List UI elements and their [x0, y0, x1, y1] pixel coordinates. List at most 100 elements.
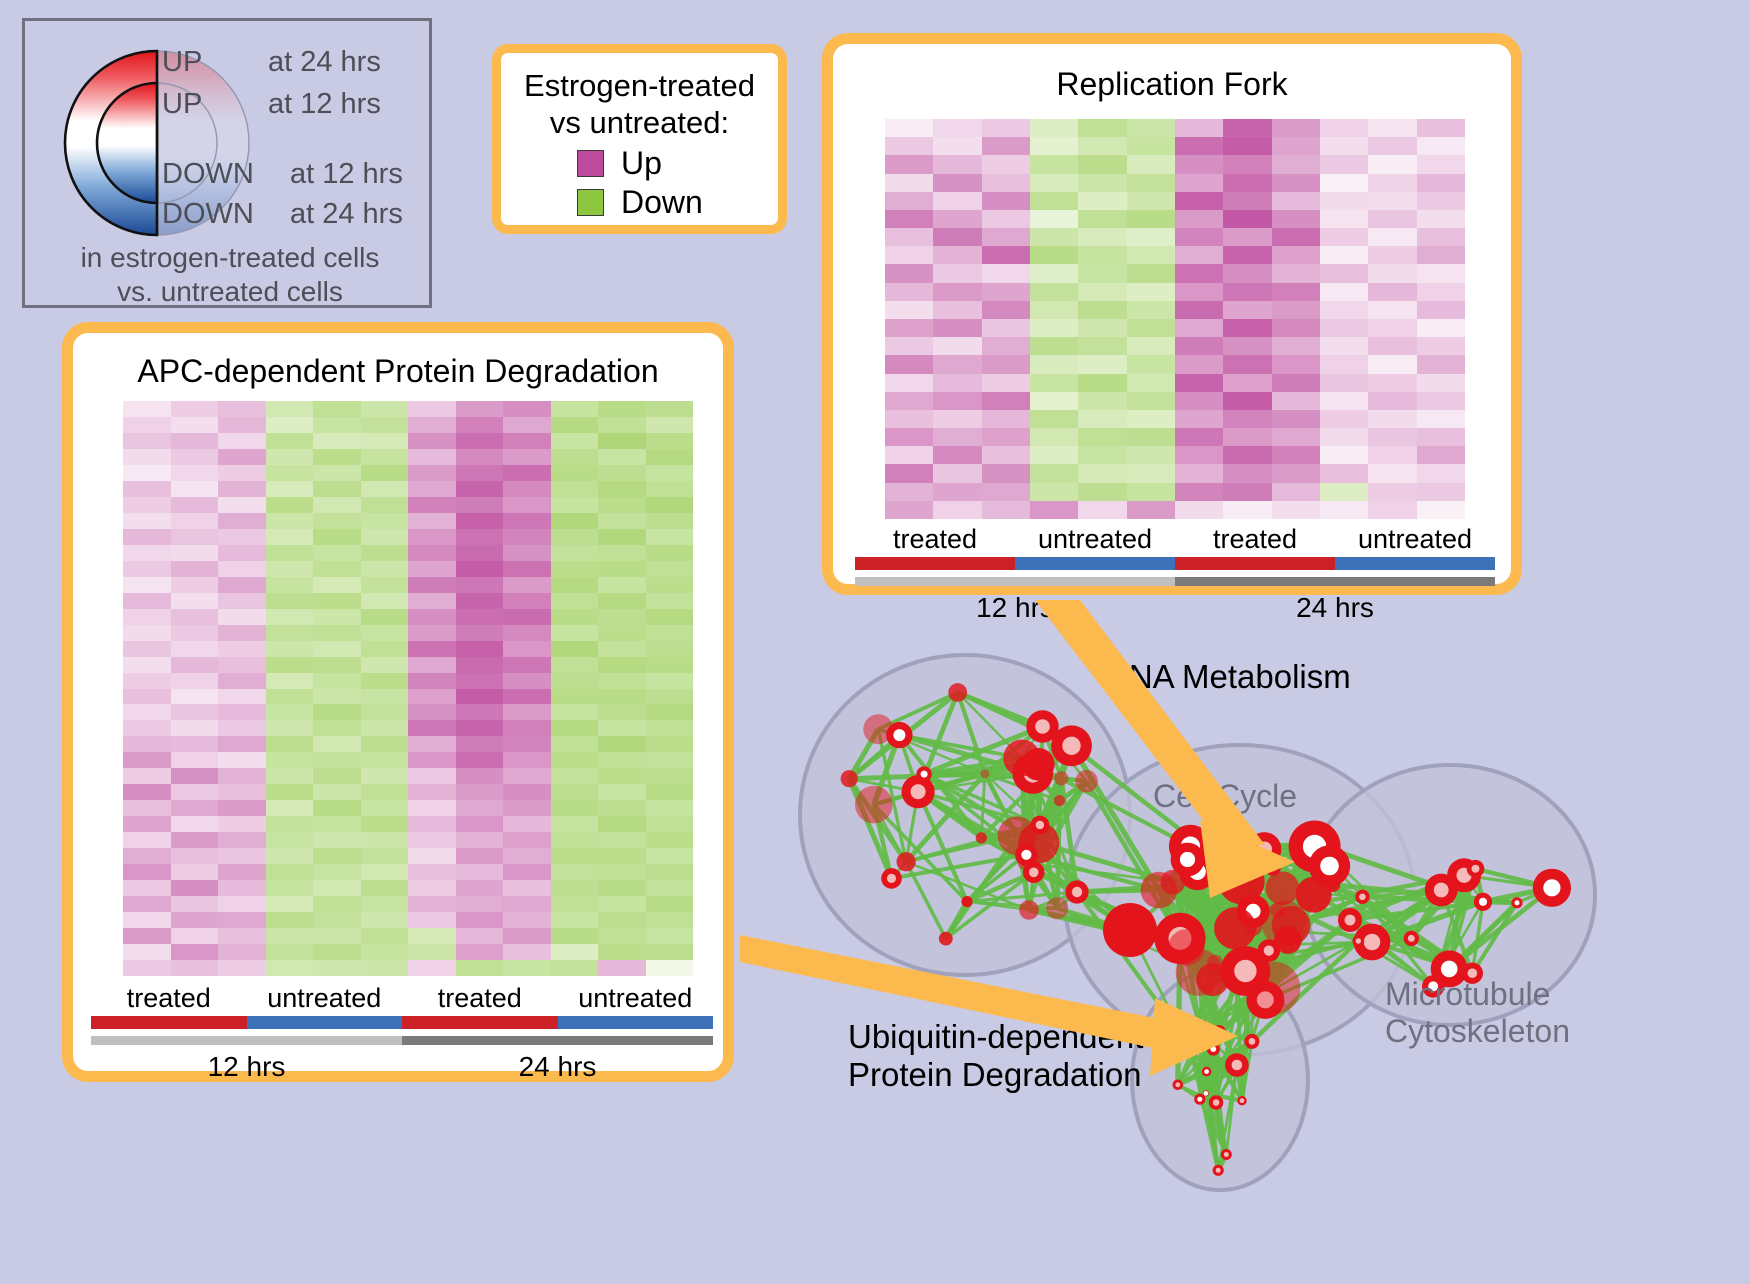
heatmap-cell [123, 752, 171, 768]
heatmap-cell [982, 392, 1030, 410]
network-node[interactable] [948, 683, 967, 702]
heatmap-cell [885, 410, 933, 428]
heatmap-cell [503, 481, 551, 497]
ring-key-legend: UP at 24 hrs UP at 12 hrs DOWN at 12 hrs… [22, 18, 432, 308]
apc-time-labels: 12 hrs 24 hrs [91, 1051, 713, 1083]
network-node[interactable] [1274, 926, 1302, 954]
heatmap-cell [456, 513, 504, 529]
network-node[interactable] [841, 770, 858, 787]
network-node[interactable] [1054, 771, 1068, 785]
heatmap-cell [171, 928, 219, 944]
heatmap-cell [456, 481, 504, 497]
heatmap-cell [1175, 501, 1223, 519]
network-node[interactable] [1046, 897, 1068, 919]
heatmap-cell [123, 736, 171, 752]
network-node-core [1180, 852, 1195, 867]
heatmap-cell [503, 896, 551, 912]
heatmap-cell [1223, 501, 1271, 519]
heatmap-cell [171, 689, 219, 705]
heatmap-cell [266, 593, 314, 609]
heatmap-cell [1127, 410, 1175, 428]
heatmap-cell [1030, 446, 1078, 464]
heatmap-cell [503, 752, 551, 768]
heatmap-cell [218, 896, 266, 912]
heatmap-cell [123, 433, 171, 449]
heatmap-cell [218, 529, 266, 545]
heatmap-cell [171, 720, 219, 736]
heatmap-cell [123, 800, 171, 816]
network-node[interactable] [1226, 977, 1239, 990]
heatmap-cell [933, 192, 981, 210]
heatmap-cell [408, 529, 456, 545]
heatmap-cell [1368, 374, 1416, 392]
heatmap-cell [1127, 501, 1175, 519]
heatmap-cell [503, 577, 551, 593]
heatmap-cell [313, 800, 361, 816]
heatmap-cell [503, 417, 551, 433]
heatmap-cell [408, 784, 456, 800]
heatmap-cell [218, 609, 266, 625]
heatmap-cell [1272, 483, 1320, 501]
network-node[interactable] [1245, 919, 1262, 936]
network-node[interactable] [1103, 903, 1157, 957]
heatmap-cell [1417, 192, 1465, 210]
heatmap-cell [1127, 119, 1175, 137]
heatmap-cell [598, 417, 646, 433]
heatmap-cell [1272, 155, 1320, 173]
heatmap-cell [361, 593, 409, 609]
heatmap-cell [885, 355, 933, 373]
ring-key-labels: UP at 24 hrs UP at 12 hrs DOWN at 12 hrs… [25, 21, 435, 251]
heatmap-cell [1030, 392, 1078, 410]
heatmap-cell [1078, 192, 1126, 210]
heatmap-cell [313, 625, 361, 641]
heatmap-cell [933, 483, 981, 501]
network-node[interactable] [1218, 858, 1264, 904]
network-node-core [1234, 960, 1256, 982]
heatmap-cell [1320, 428, 1368, 446]
network-node[interactable] [855, 786, 893, 824]
heatmap-cell [551, 768, 599, 784]
network-node[interactable] [1019, 900, 1039, 920]
network-diagram: DNA Metabolism Cell Cycle Microtubule Cy… [790, 600, 1750, 1279]
network-node[interactable] [1266, 872, 1300, 906]
group-label: treated [1175, 524, 1335, 555]
network-node[interactable] [961, 896, 972, 907]
network-node[interactable] [863, 714, 893, 744]
heatmap-cell [361, 513, 409, 529]
heatmap-cell [551, 641, 599, 657]
heatmap-cell [313, 736, 361, 752]
heatmap-cell [123, 864, 171, 880]
heatmap-cell [982, 319, 1030, 337]
heatmap-cell [456, 545, 504, 561]
heatmap-cell [1030, 228, 1078, 246]
network-node[interactable] [1141, 872, 1178, 909]
network-node[interactable] [980, 769, 989, 778]
heatmap-cell [503, 704, 551, 720]
heatmap-cell [266, 641, 314, 657]
network-node[interactable] [1075, 770, 1098, 793]
heatmap-cell [503, 944, 551, 960]
heatmap-cell [1127, 319, 1175, 337]
heatmap-cell [1175, 392, 1223, 410]
heatmap-cell [885, 319, 933, 337]
heatmap-cell [1272, 301, 1320, 319]
network-node[interactable] [897, 852, 916, 871]
cluster-label-ubiquitin-dependent-protein-degradation: Ubiquitin-dependent Protein Degradation [848, 1018, 1143, 1095]
network-node[interactable] [939, 932, 953, 946]
heatmap-cell [313, 689, 361, 705]
heatmap-cell [646, 816, 694, 832]
network-node[interactable] [1054, 795, 1065, 806]
heatmap-cell [1175, 301, 1223, 319]
network-node[interactable] [1168, 929, 1205, 966]
network-node-core [1197, 1097, 1202, 1102]
network-node[interactable] [976, 832, 987, 843]
network-node[interactable] [1003, 740, 1040, 777]
heatmap-cell [1223, 337, 1271, 355]
heatmap-cell [1272, 283, 1320, 301]
group-colorbar-segment [1015, 557, 1175, 570]
heatmap-cell [456, 720, 504, 736]
heatmap-cell [646, 673, 694, 689]
heatmap-cell [123, 944, 171, 960]
heatmap-cell [218, 736, 266, 752]
heatmap-cell [1417, 264, 1465, 282]
